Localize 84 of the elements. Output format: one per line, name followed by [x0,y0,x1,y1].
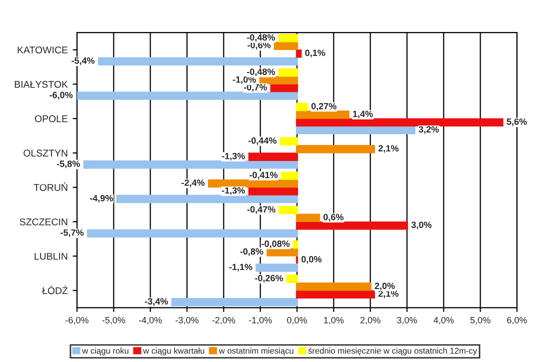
bar [259,76,298,84]
bar [280,137,298,146]
y-tick-label: OPOLE [34,115,68,122]
bar [116,194,298,204]
bar [278,206,298,214]
data-label: 0,0% [302,256,322,264]
x-tick-label: 3,0% [397,316,417,324]
legend-label: w ciągu roku [82,348,128,356]
y-tick-label: KATOWICE [18,46,68,54]
bar [98,57,298,66]
x-tick-label: 5,0% [470,316,490,324]
data-label: -0,41% [250,172,278,180]
data-label: -1,3% [222,187,245,195]
data-label: -0,26% [255,274,284,283]
bar [296,50,302,58]
y-tick-label: OLSZTYN [24,150,68,157]
bar [296,118,504,127]
data-label: -2,4% [182,179,205,188]
legend-label: w ostatnim miesiącu [218,348,294,356]
bar [296,290,376,299]
bar [286,274,298,284]
bar [296,282,372,291]
x-tick-label: -2,0% [212,316,236,324]
data-label: -1,0% [232,76,256,84]
data-label: -3,4% [144,298,168,306]
x-tick-label: -6,0% [66,316,88,324]
bar [248,187,298,196]
bar [296,110,350,119]
data-label: -0,44% [248,137,276,146]
data-label: 0,6% [324,214,344,222]
data-label: 3,0% [411,222,432,230]
y-tick-label: LUBLIN [34,252,68,260]
x-tick-label: 0,0% [287,316,307,324]
bar [296,221,408,230]
data-label: -1,3% [222,152,245,161]
data-label: 0,27% [311,102,336,111]
data-label: 5,6% [506,118,527,126]
legend-label: średnio miesięcznie w ciągu ostatnich 12m-cy [308,347,478,356]
bar [296,144,376,154]
x-tick-label: -1,0% [248,316,272,324]
data-label: -0,08% [262,240,290,248]
data-label: -6,0% [50,92,73,100]
data-label: -5,4% [72,57,95,66]
y-tick-label: BIAŁYSTOK [14,80,68,88]
data-label: -5,7% [60,229,84,238]
y-tick-label: ŁÓDŹ [42,286,68,294]
bar [293,240,298,249]
x-tick-label: -3,0% [176,316,198,324]
bar [86,229,298,238]
data-label: -0,47% [247,206,276,214]
x-tick-label: 6,0% [507,316,527,324]
bar [171,298,298,306]
bar [296,214,320,222]
data-label: 2,0% [374,282,395,290]
bar [77,92,298,100]
bar [83,160,298,169]
x-tick-label: 4,0% [434,316,454,324]
bar [280,172,298,180]
bar [296,102,308,112]
data-label: -0,48% [246,68,275,76]
bar [270,84,298,92]
y-tick-label: TORUŃ [34,182,68,191]
y-tick-label: SZCZECIN [20,218,68,226]
legend-label: w ciągu kwartału [143,348,204,356]
bar [256,264,298,272]
x-tick-label: 2,0% [360,316,380,324]
bar [278,68,298,77]
data-label: -5,8% [56,160,80,168]
bar [278,34,298,42]
bar [274,42,298,50]
data-label: 3,2% [418,126,439,134]
bar [266,248,298,256]
x-tick-label: -4,0% [138,316,162,324]
bar [248,152,298,161]
data-label: 1,4% [353,110,373,118]
bar [296,126,416,134]
data-label: -0,8% [240,248,264,256]
data-label: -1,1% [229,264,252,272]
x-tick-label: 1,0% [324,316,344,324]
data-label: -4,9% [90,194,113,203]
data-label: 0,1% [305,50,326,58]
data-label: -0,48% [246,34,275,42]
x-tick-label: -5,0% [102,316,126,324]
data-label: 2,1% [378,145,399,153]
